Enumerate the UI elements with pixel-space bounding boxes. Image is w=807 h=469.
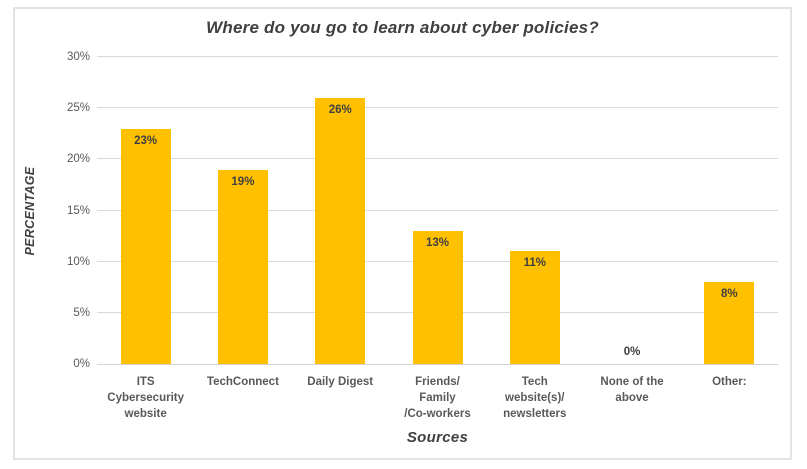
y-tick-label: 15% xyxy=(66,204,90,217)
category-label: Tech website(s)/ newsletters xyxy=(503,376,567,420)
bar-value-label: 13% xyxy=(425,236,449,249)
x-axis-baseline xyxy=(97,364,778,365)
bar xyxy=(120,128,171,364)
bar xyxy=(217,169,268,364)
category-label: Friends/ Family /Co-workers xyxy=(404,376,471,420)
bar xyxy=(704,282,755,364)
bar xyxy=(412,230,463,364)
category-label: Daily Digest xyxy=(307,376,374,388)
bar-value-label: 8% xyxy=(721,288,738,301)
category-label: ITS Cybersecurity website xyxy=(107,376,184,420)
bar-value-label: 11% xyxy=(523,257,546,270)
bar-value-label: 26% xyxy=(328,103,352,116)
bar xyxy=(315,97,366,364)
x-axis-title: Sources xyxy=(406,429,469,446)
y-tick-label: 30% xyxy=(66,51,90,63)
gridline xyxy=(97,209,778,211)
y-tick-label: 0% xyxy=(73,358,90,370)
category-label: TechConnect xyxy=(206,376,279,388)
bar-value-label: 19% xyxy=(231,175,255,188)
category-label: Other: xyxy=(712,376,747,388)
bar-value-label: 0% xyxy=(623,346,641,358)
gridline xyxy=(97,158,778,160)
y-tick-label: 20% xyxy=(66,153,90,166)
plot-area: 23% 19% 26% 13% 11% 0% 8% xyxy=(97,56,778,365)
bar-value-label: 23% xyxy=(134,134,158,147)
chart-title: Where do you go to learn about cyber pol… xyxy=(206,18,599,37)
chart-frame: Where do you go to learn about cyber pol… xyxy=(13,7,792,460)
gridline xyxy=(97,107,778,109)
y-tick-label: 5% xyxy=(73,306,90,319)
y-tick-label: 25% xyxy=(66,102,90,115)
x-axis-category-labels: ITS Cybersecurity website TechConnect Dail… xyxy=(97,374,778,422)
y-tick-label: 10% xyxy=(66,255,90,268)
bar xyxy=(509,251,560,364)
gridline xyxy=(97,56,778,57)
category-label: None of the above xyxy=(600,376,664,404)
